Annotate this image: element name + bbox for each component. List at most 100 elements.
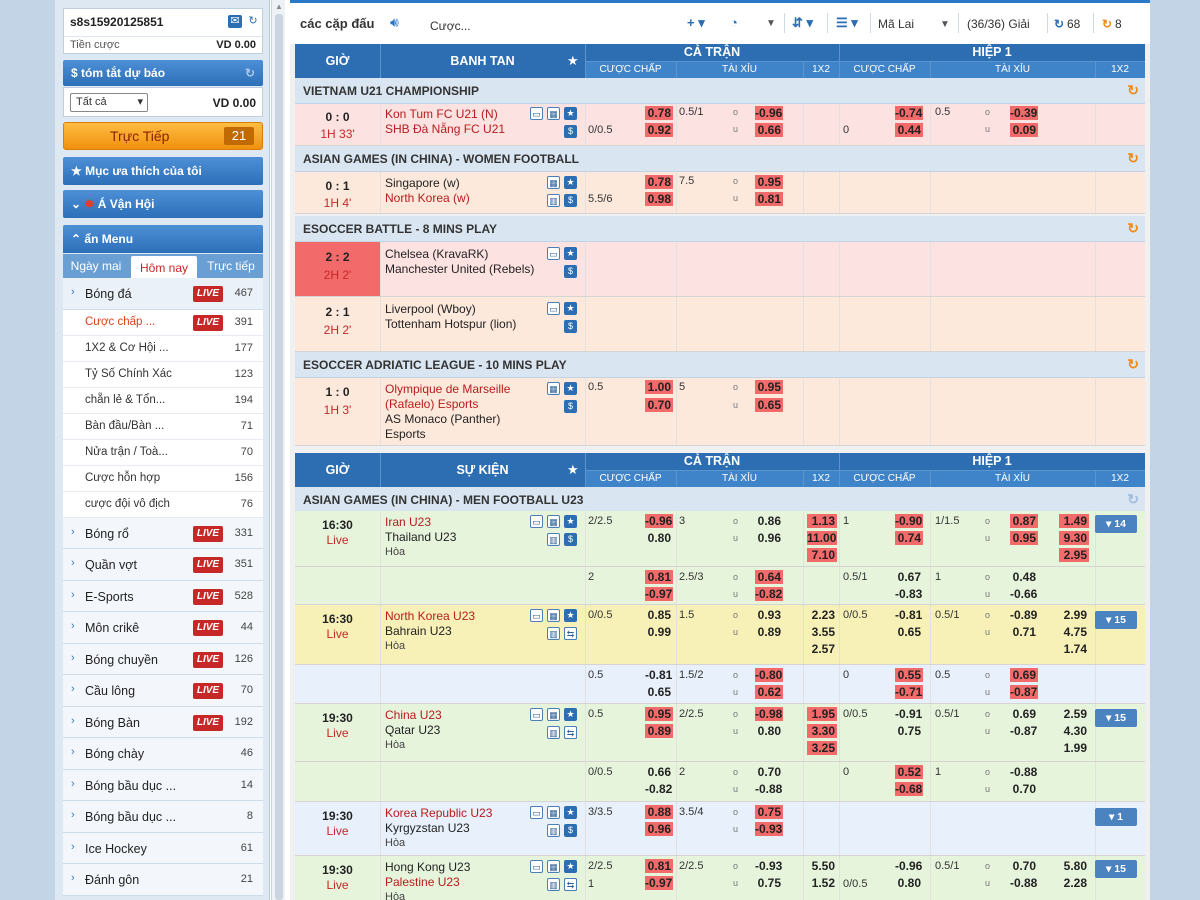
swap-icon[interactable]: ⇆ — [564, 627, 577, 640]
summary-header[interactable]: $ tóm tắt dự báo ↻ — [63, 60, 263, 86]
stats-icon[interactable]: ▦ — [547, 708, 560, 721]
dollar-icon[interactable]: $ — [564, 125, 577, 138]
sidebar-sport-item[interactable]: › Quần vợt LIVE 351 — [63, 549, 263, 581]
bar-chart-icon[interactable]: ▥ — [547, 726, 560, 739]
odds-value[interactable]: -0.71 — [895, 685, 923, 699]
leagues-select[interactable]: (36/36) Giải — [967, 17, 1030, 31]
refresh-icon[interactable]: ↻ — [1127, 150, 1139, 166]
more-markets-button[interactable]: ▾ 15 — [1095, 709, 1137, 727]
summary-filter-select[interactable]: Tất cả ▾ — [70, 93, 148, 112]
dollar-icon[interactable]: $ — [564, 824, 577, 837]
odds-value[interactable]: 0.98 — [645, 192, 673, 206]
refresh-icon[interactable]: ↻ — [244, 66, 255, 80]
odds-value[interactable]: -0.39 — [1010, 106, 1038, 120]
more-markets-button[interactable]: ▾ 15 — [1095, 860, 1137, 878]
odds-value[interactable]: -0.82 — [755, 587, 783, 601]
league-row[interactable]: VIETNAM U21 CHAMPIONSHIP ↻ — [295, 78, 1145, 104]
stats-icon[interactable]: ▦ — [547, 382, 560, 395]
refresh-icon[interactable]: ↻ — [246, 15, 260, 28]
odds-value[interactable]: -0.93 — [755, 822, 783, 836]
star-icon[interactable]: ★ — [564, 860, 577, 873]
odds-value[interactable]: 1.52 — [811, 876, 835, 890]
submenu-item[interactable]: Bàn đầu/Bàn ... 71 — [63, 413, 263, 440]
odds-value[interactable]: 0.69 — [1012, 707, 1036, 721]
odds-value[interactable]: 4.30 — [1063, 724, 1087, 738]
odds-value[interactable]: 0.65 — [755, 398, 783, 412]
swap-icon[interactable]: ⇆ — [564, 878, 577, 891]
bet-type-select[interactable]: Cược... — [430, 19, 471, 33]
mail-icon[interactable]: ✉ — [228, 15, 242, 28]
odds-value[interactable]: 0.87 — [1010, 514, 1038, 528]
more-markets-button[interactable]: ▾ 14 — [1095, 515, 1137, 533]
submenu-item[interactable]: Tỷ Số Chính Xác 123 — [63, 361, 263, 388]
dollar-icon[interactable]: $ — [564, 320, 577, 333]
odds-value[interactable]: 0.62 — [755, 685, 783, 699]
odds-value[interactable]: -0.81 — [895, 608, 923, 622]
odds-value[interactable]: -0.90 — [895, 514, 923, 528]
odds-value[interactable]: 0.80 — [757, 724, 781, 738]
submenu-item[interactable]: chẵn lẻ & Tổn... 194 — [63, 387, 263, 414]
sidebar-sport-item[interactable]: › Bóng chuyền LIVE 126 — [63, 643, 263, 675]
league-row[interactable]: ESOCCER BATTLE - 8 MINS PLAY ↻ — [295, 216, 1145, 242]
odds-value[interactable]: -0.97 — [645, 876, 673, 890]
sidebar-sport-item[interactable]: › E-Sports LIVE 528 — [63, 580, 263, 612]
league-row[interactable]: ASIAN GAMES (IN CHINA) - WOMEN FOOTBALL ↻ — [295, 146, 1145, 172]
odds-value[interactable]: 1.49 — [1059, 514, 1089, 528]
refresh-icon[interactable]: ↻ — [1127, 491, 1139, 507]
odds-value[interactable]: 0.95 — [755, 380, 783, 394]
chevron-down-icon[interactable]: ▼ — [940, 19, 950, 30]
odds-value[interactable]: 0.67 — [897, 570, 921, 584]
sidebar-sport-item[interactable]: › Cầu lông LIVE 70 — [63, 675, 263, 707]
odds-value[interactable]: 1.95 — [807, 707, 837, 721]
odds-value[interactable]: 0.69 — [1010, 668, 1038, 682]
tv-icon[interactable]: ▭ — [530, 609, 543, 622]
odds-value[interactable]: 0.74 — [895, 531, 923, 545]
favorites-header[interactable]: ★ Mục ưa thích của tôi — [63, 157, 263, 185]
odds-value[interactable]: 0.95 — [645, 707, 673, 721]
odds-value[interactable]: 0.93 — [757, 608, 781, 622]
odds-value[interactable]: 1.00 — [645, 380, 673, 394]
dollar-icon[interactable]: $ — [564, 194, 577, 207]
list-icon[interactable]: ☰ ▾ — [836, 15, 858, 30]
odds-value[interactable]: 0.71 — [1012, 625, 1036, 639]
more-markets-button[interactable]: ▾ 1 — [1095, 808, 1137, 826]
odds-value[interactable]: 11.00 — [807, 531, 837, 545]
stats-icon[interactable]: ▦ — [547, 860, 560, 873]
odds-value[interactable]: -0.93 — [755, 859, 783, 873]
odds-value[interactable]: -0.80 — [755, 668, 783, 682]
odds-value[interactable]: 3.30 — [807, 724, 837, 738]
odds-value[interactable]: 2.57 — [811, 642, 835, 656]
bar-chart-icon[interactable]: ▥ — [547, 533, 560, 546]
odds-value[interactable]: 0.70 — [645, 398, 673, 412]
submenu-item[interactable]: Cược chấp ... LIVE 391 — [63, 309, 263, 336]
odds-value[interactable]: 0.96 — [757, 531, 781, 545]
sidebar-sport-item[interactable]: › Bóng Bàn LIVE 192 — [63, 706, 263, 738]
odds-value[interactable]: 2.95 — [1059, 548, 1089, 562]
stats-icon[interactable]: ▦ — [547, 176, 560, 189]
tv-icon[interactable]: ▭ — [530, 515, 543, 528]
bar-chart-icon[interactable]: ▥ — [547, 824, 560, 837]
odds-value[interactable]: 3.55 — [811, 625, 835, 639]
dollar-icon[interactable]: $ — [564, 400, 577, 413]
live-button[interactable]: Trực Tiếp 21 — [63, 122, 263, 150]
sort-icon[interactable]: ⇵ ▾ — [792, 15, 814, 30]
tab-today[interactable]: Hôm nay — [131, 256, 197, 278]
odds-value[interactable]: 0.80 — [897, 876, 921, 890]
odds-value[interactable]: 7.10 — [807, 548, 837, 562]
bar-chart-icon[interactable]: ▥ — [547, 878, 560, 891]
star-icon[interactable]: ★ — [567, 53, 579, 68]
dollar-icon[interactable]: $ — [564, 265, 577, 278]
odds-value[interactable]: -0.83 — [895, 587, 923, 601]
odds-value[interactable]: 0.66 — [755, 123, 783, 137]
tv-icon[interactable]: ▭ — [530, 806, 543, 819]
league-row[interactable]: ESOCCER ADRIATIC LEAGUE - 10 MINS PLAY ↻ — [295, 352, 1145, 378]
tv-icon[interactable]: ▭ — [547, 247, 560, 260]
odds-value[interactable]: -0.88 — [1010, 876, 1038, 890]
odds-value[interactable]: 0.88 — [645, 805, 673, 819]
odds-value[interactable]: 0.78 — [645, 175, 673, 189]
odds-value[interactable]: 1.13 — [807, 514, 837, 528]
star-icon[interactable]: ★ — [567, 462, 579, 477]
odds-value[interactable]: 0.52 — [895, 765, 923, 779]
sidebar-sport-item[interactable]: › Bóng bầu dục ... 14 — [63, 769, 263, 801]
stats-icon[interactable]: ▦ — [547, 609, 560, 622]
